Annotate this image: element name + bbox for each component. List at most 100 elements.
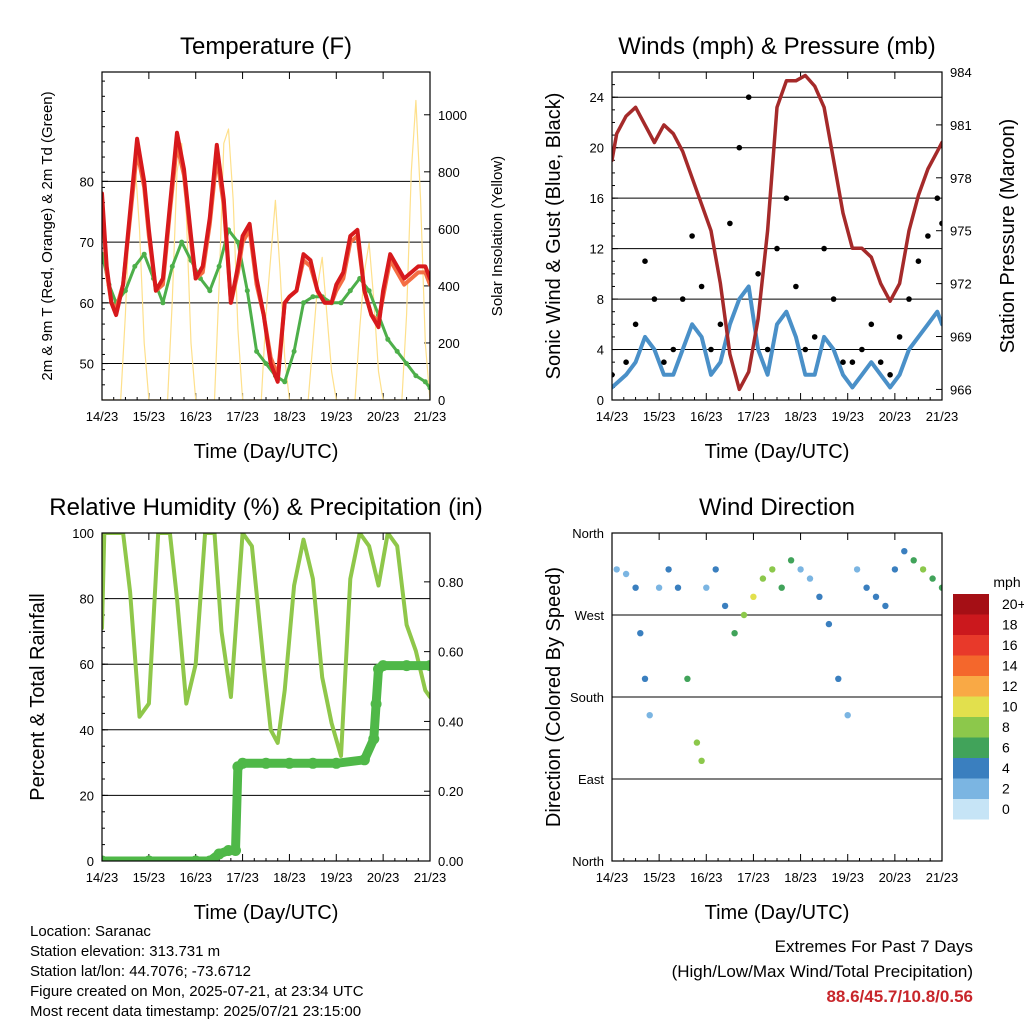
- direction-point: [816, 593, 823, 600]
- direction-point: [731, 630, 738, 637]
- x-tick-label: 14/23: [596, 870, 629, 885]
- gust-point: [736, 144, 743, 151]
- dewpoint-point: [404, 361, 410, 367]
- legend-label: 12: [1002, 678, 1018, 694]
- plot-frame: [611, 532, 943, 862]
- precip-point: [370, 698, 382, 710]
- station-location: Location: Saranac: [30, 923, 151, 940]
- precip-point: [204, 855, 216, 861]
- gust-point: [698, 283, 705, 290]
- direction-point: [787, 557, 795, 564]
- legend-label: 18: [1002, 617, 1018, 633]
- y-tick-label-right: 0: [438, 393, 445, 408]
- x-tick-label: 21/23: [414, 409, 447, 424]
- chart-panel-2: Winds (mph) & Pressure (mb) Time (Day/UTC…: [543, 33, 1019, 463]
- y-tick-label: 80: [80, 174, 94, 189]
- direction-point: [674, 584, 682, 591]
- plot-frame: [101, 71, 431, 401]
- chart-title: Temperature (F): [180, 33, 352, 60]
- x-tick-label: 18/23: [273, 409, 306, 424]
- x-tick-label: 17/23: [737, 409, 770, 424]
- extremes-box: Extremes For Past 7 Days (High/Low/Max W…: [672, 934, 973, 1009]
- x-tick-label: 21/23: [926, 409, 959, 424]
- y-tick-label: 100: [72, 526, 94, 541]
- gust-point: [821, 245, 827, 252]
- chart-panel-4: Wind Direction Time (Day/UTC) Direction (C…: [543, 494, 958, 924]
- most-recent-timestamp: Most recent data timestamp: 2025/07/21 2…: [30, 1003, 362, 1020]
- dewpoint-point: [291, 348, 297, 354]
- dewpoint-point: [394, 348, 400, 354]
- y-tick-label: South: [570, 690, 604, 705]
- station-latlon: Station lat/lon: 44.7076; -73.6712: [30, 963, 252, 980]
- precip-point: [143, 855, 155, 861]
- gust-point: [679, 296, 686, 302]
- precip-point: [358, 754, 370, 766]
- dewpoint-point: [338, 300, 344, 306]
- dewpoint-point: [244, 288, 250, 294]
- extremes-values: 88.6/45.7/10.8/0.56: [826, 987, 973, 1006]
- temp-2m-line: [102, 130, 430, 384]
- direction-point: [712, 566, 719, 573]
- y-tick-label: 4: [597, 343, 604, 358]
- x-tick-label: 19/23: [831, 409, 864, 424]
- legend-label: 14: [1002, 658, 1018, 674]
- direction-point: [929, 575, 936, 582]
- y-tick-label: 20: [590, 141, 604, 156]
- gust-point: [670, 346, 677, 353]
- direction-point: [844, 712, 851, 719]
- legend-swatch: [953, 778, 989, 799]
- direction-point: [740, 611, 748, 619]
- direction-point: [613, 566, 620, 573]
- dewpoint-point: [122, 288, 128, 294]
- chart-title: Wind Direction: [699, 494, 855, 521]
- legend-swatch: [953, 737, 989, 758]
- x-tick-label: 19/23: [320, 870, 353, 885]
- gust-point: [727, 220, 733, 227]
- precip-point: [190, 855, 202, 861]
- y-axis-label: 2m & 9m T (Red, Orange) & 2m Td (Green): [39, 91, 56, 380]
- legend-label: 20+: [1002, 596, 1024, 612]
- pressure-line: [612, 73, 942, 392]
- precip-point: [368, 733, 380, 745]
- extremes-title: Extremes For Past 7 Days: [774, 937, 973, 956]
- gust-point: [661, 359, 667, 366]
- y-tick-label-right: 966: [950, 382, 972, 397]
- y-tick-label: 12: [590, 242, 604, 257]
- x-tick-label: 18/23: [784, 870, 817, 885]
- gust-point: [811, 334, 818, 340]
- x-tick-label: 15/23: [643, 409, 676, 424]
- legend-label: 8: [1002, 719, 1010, 735]
- legend-label: 10: [1002, 699, 1018, 715]
- x-tick-label: 16/23: [690, 409, 723, 424]
- dewpoint-point: [132, 263, 138, 269]
- x-tick-label: 21/23: [926, 870, 959, 885]
- y-tick-label-right: 0.20: [438, 784, 463, 799]
- y-tick-label: 24: [590, 90, 604, 105]
- y-axis-label: Sonic Wind & Gust (Blue, Black): [543, 93, 565, 380]
- x-axis-label: Time (Day/UTC): [705, 441, 850, 463]
- gust-point: [849, 359, 856, 366]
- y-tick-label-right: 200: [438, 336, 460, 351]
- direction-point: [891, 566, 899, 573]
- direction-point: [655, 584, 663, 591]
- dewpoint-point: [263, 361, 269, 367]
- precip-point: [213, 848, 225, 860]
- x-tick-label: 14/23: [86, 870, 119, 885]
- gust-point: [764, 346, 771, 353]
- direction-point: [919, 566, 927, 573]
- plot-area: [102, 99, 430, 400]
- station-info: Location: Saranac Station elevation: 313…: [30, 922, 364, 1022]
- gust-point: [651, 296, 658, 302]
- x-tick-label: 21/23: [414, 870, 447, 885]
- chart-panel-3: Relative Humidity (%) & Precipitation (i…: [27, 494, 483, 924]
- y-tick-label: 60: [80, 657, 94, 672]
- y-axis-label: Direction (Colored By Speed): [543, 567, 565, 827]
- dewpoint-point: [216, 263, 222, 269]
- x-tick-label: 15/23: [133, 409, 166, 424]
- legend-swatch: [953, 696, 989, 717]
- direction-point: [938, 584, 942, 591]
- dewpoint-point: [413, 373, 419, 379]
- y-tick-label-right: 984: [950, 65, 972, 80]
- direction-point: [641, 675, 649, 682]
